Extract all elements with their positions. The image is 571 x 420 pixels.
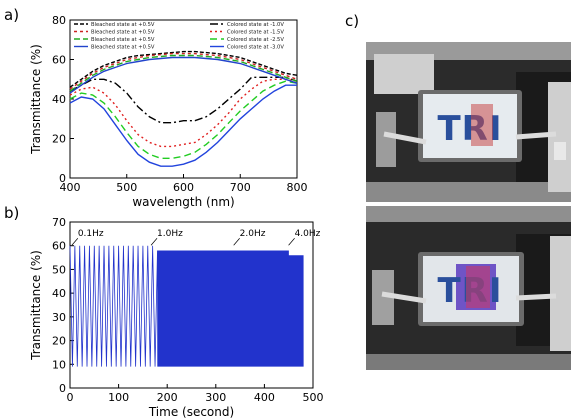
- panel-label-a: a): [4, 6, 20, 24]
- chart-b-annotation-arrow: [233, 238, 240, 246]
- chart-b-xtick-label: 400: [254, 391, 275, 404]
- chart-a-xtick-label: 600: [173, 181, 194, 194]
- chart-a-legend-entry: Colored state at -3.0V: [227, 45, 284, 51]
- chart-b-annotation: 4.0Hz: [295, 229, 321, 239]
- panel-label-b: b): [4, 204, 20, 222]
- photo-top: TRI: [366, 42, 571, 202]
- chart-b-xlabel: Time (second): [148, 405, 234, 419]
- chart-b-xtick-label: 300: [205, 391, 226, 404]
- chart-a-xtick-label: 400: [60, 181, 81, 194]
- chart-a-ylabel: Transmittance (%): [29, 44, 43, 155]
- chart-a-legend-entry: Colored state at -1.0V: [227, 22, 284, 28]
- chart-a-ytick-label: 60: [52, 54, 66, 67]
- chart-a-legend-entry: Colored state at -2.5V: [227, 37, 284, 43]
- chart-b-frame: [69, 221, 314, 389]
- chart-a-xtick-label: 500: [116, 181, 137, 194]
- chart-b-annotation: 2.0Hz: [240, 229, 266, 239]
- chart-b: 0 100 200 300 400 500 0 10 20 30 40 50 60 70 Time (sec…: [29, 216, 324, 419]
- chart-a-legend-entry: Bleached state at +0.5V: [91, 30, 155, 36]
- chart-b-series-line: [69, 245, 304, 367]
- chart-a-legend-entry: Bleached state at +0.5V: [91, 22, 155, 28]
- photo-panel: TRI TRI: [366, 42, 571, 370]
- chart-a-legend-entry: Bleached state at +0.5V: [91, 45, 155, 51]
- chart-a-xlabel: wavelength (nm): [132, 195, 234, 209]
- chart-b-ytick-label: 30: [52, 311, 66, 324]
- chart-a: 400 500 600 700 800 0 20 40 60 80 wavelength (nm) T…: [29, 14, 308, 209]
- chart-b-annotation-arrow: [150, 238, 158, 246]
- chart-b-annotation: 0.1Hz: [78, 229, 104, 239]
- chart-a-series-line: [69, 52, 298, 90]
- chart-a-series-line: [69, 76, 298, 124]
- chart-a-ytick-label: 80: [52, 14, 66, 27]
- photo-bottom: TRI: [366, 206, 571, 370]
- chart-b-ytick-label: 50: [52, 263, 66, 276]
- chart-a-series-line: [69, 78, 298, 148]
- panel-label-c: c): [345, 12, 360, 30]
- chart-b-ylabel: Transmittance (%): [29, 250, 43, 361]
- chart-b-ytick-label: 0: [59, 382, 66, 395]
- chart-a-series-line: [69, 50, 298, 88]
- chart-b-ytick-label: 40: [52, 287, 66, 300]
- chart-a-series-line: [69, 84, 297, 167]
- chart-a-ytick-label: 20: [52, 133, 66, 146]
- chart-b-ytick-label: 20: [52, 335, 66, 348]
- chart-a-series-line: [69, 56, 298, 94]
- chart-b-xtick-label: 500: [303, 391, 324, 404]
- chart-a-xtick-label: 800: [287, 181, 308, 194]
- chart-a-legend-entry: Colored state at -1.5V: [227, 30, 284, 36]
- chart-a-ytick-label: 40: [52, 93, 66, 106]
- chart-b-annotation-arrow: [288, 238, 295, 246]
- chart-a-series-line: [69, 54, 298, 92]
- chart-b-ytick-label: 70: [52, 216, 66, 229]
- chart-a-ytick-label: 0: [59, 172, 66, 185]
- chart-b-ytick-label: 10: [52, 358, 66, 371]
- chart-b-ytick-label: 60: [52, 240, 66, 253]
- chart-b-xtick-label: 100: [108, 391, 129, 404]
- chart-b-annotation: 1.0Hz: [157, 229, 183, 239]
- chart-a-series-line: [69, 80, 298, 160]
- chart-b-annotation-arrow: [71, 238, 79, 246]
- chart-b-xtick-label: 200: [157, 391, 178, 404]
- chart-b-xtick-label: 0: [67, 391, 74, 404]
- chart-a-xtick-label: 700: [230, 181, 251, 194]
- chart-a-legend-entry: Bleached state at +0.5V: [91, 37, 155, 43]
